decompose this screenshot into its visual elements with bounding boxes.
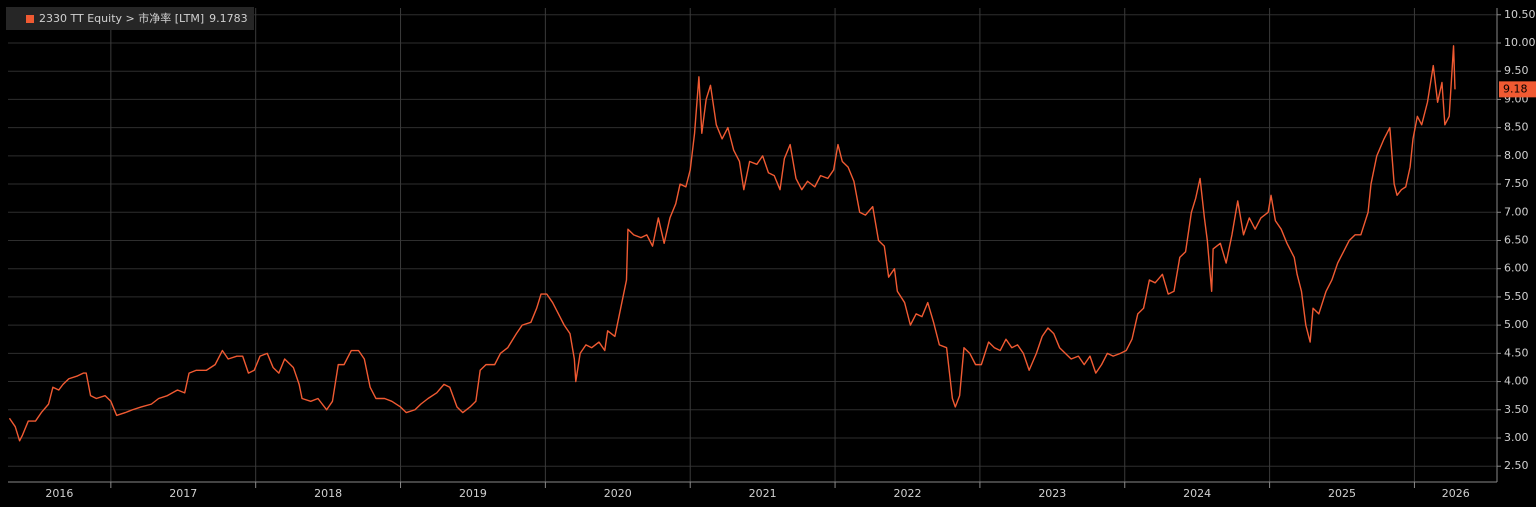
legend-swatch [26,15,34,23]
y-tick-label: 3.50 [1504,403,1529,416]
y-tick-label: 4.00 [1504,375,1529,388]
x-tick-label: 2023 [1038,487,1066,500]
last-value-tag [1499,81,1536,98]
last-value-label: 9.18 [1503,82,1528,95]
y-tick-label: 9.50 [1504,64,1529,77]
x-tick-label: 2019 [459,487,487,500]
y-tick-label: 5.50 [1504,290,1529,303]
axes: 2.50 3.00 3.50 4.00 4.50 5.00 5.50 6.00 6.50 7.00… [8,8,1536,500]
y-tick-label: 5.00 [1504,318,1529,331]
y-tick-label: 6.50 [1504,233,1529,246]
y-tick-label: 7.00 [1504,205,1529,218]
y-tick-label: 6.00 [1504,262,1529,275]
legend-box [6,7,254,30]
legend-label: 2330 TT Equity > 市净率 [LTM] 9.1783 [39,11,248,25]
x-tick-label: 2020 [604,487,632,500]
grid [8,8,1497,482]
x-tick-label: 2016 [45,487,73,500]
y-tick-label: 10.50 [1504,8,1536,21]
y-tick-label: 8.50 [1504,121,1529,134]
x-tick-label: 2022 [893,487,921,500]
legend-series-name: 2330 TT Equity > 市净率 [LTM] [39,11,204,25]
x-tick-label: 2025 [1328,487,1356,500]
y-tick-label: 8.00 [1504,149,1529,162]
legend-last-value: 9.1783 [209,12,248,25]
line-series [8,45,1456,442]
x-tick-label: 2017 [169,487,197,500]
y-tick-label: 4.50 [1504,346,1529,359]
y-tick-label: 10.00 [1504,36,1536,49]
y-tick-label: 3.00 [1504,431,1529,444]
plot [8,45,1456,442]
x-tick-label: 2018 [314,487,342,500]
x-tick-label: 2021 [749,487,777,500]
y-tick-label: 2.50 [1504,459,1529,472]
x-tick-label: 2026 [1442,487,1470,500]
y-tick-label: 7.50 [1504,177,1529,190]
x-tick-label: 2024 [1183,487,1211,500]
